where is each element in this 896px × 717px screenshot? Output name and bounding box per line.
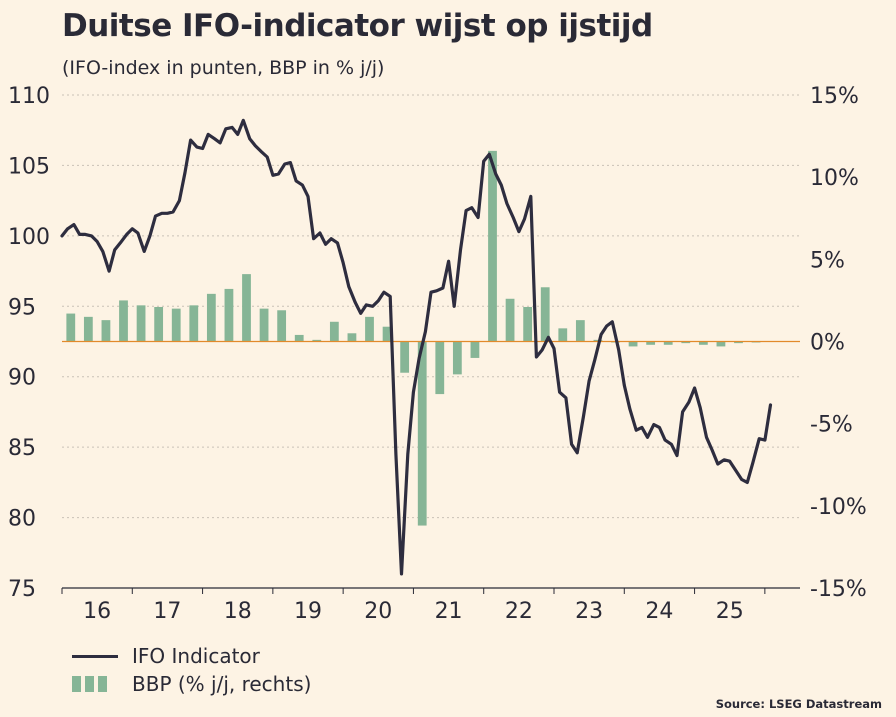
y-right-tick-label: -5%	[810, 413, 853, 438]
gdp-bar	[400, 341, 410, 373]
legend-item-ifo: IFO Indicator	[72, 642, 311, 670]
gdp-bar	[663, 341, 673, 345]
y-left-tick-label: 80	[8, 507, 36, 532]
gdp-bar	[277, 310, 287, 342]
y-left-tick-label: 85	[8, 436, 36, 461]
gdp-bar	[470, 341, 480, 358]
gdp-bar	[189, 305, 199, 342]
page-title: Duitse IFO-indicator wijst op ijstijd	[62, 8, 653, 44]
legend-label-gdp: BBP (% j/j, rechts)	[132, 672, 312, 696]
legend-item-gdp: BBP (% j/j, rechts)	[72, 670, 311, 698]
x-tick-label: 19	[294, 599, 322, 624]
x-tick-label: 21	[435, 599, 463, 624]
gdp-bar	[136, 305, 146, 342]
x-tick-label: 18	[224, 599, 252, 624]
y-left-tick-label: 105	[8, 154, 50, 179]
y-left-tick-label: 110	[8, 84, 50, 109]
legend-label-ifo: IFO Indicator	[132, 644, 260, 668]
y-right-tick-label: 10%	[810, 166, 859, 191]
x-tick-label: 25	[716, 599, 744, 624]
gdp-bar	[119, 300, 128, 342]
x-tick-label: 24	[645, 599, 673, 624]
x-tick-label: 22	[505, 599, 533, 624]
gdp-bar	[452, 341, 462, 375]
legend: IFO Indicator BBP (% j/j, rechts)	[72, 642, 311, 698]
gdp-bar	[646, 341, 656, 345]
gdp-bar	[523, 306, 533, 342]
y-left-tick-label: 100	[8, 225, 50, 250]
gdp-bar	[540, 287, 550, 342]
y-right-tick-label: 15%	[810, 84, 859, 109]
x-tick-label: 17	[153, 599, 181, 624]
legend-line-swatch	[72, 654, 118, 658]
x-tick-label: 20	[364, 599, 392, 624]
gdp-bar	[242, 274, 251, 342]
gdp-bar	[417, 341, 427, 526]
gdp-bar	[435, 341, 445, 395]
ifo-line	[60, 118, 773, 576]
gdp-bar	[66, 313, 76, 342]
gdp-bar	[698, 341, 708, 345]
gdp-bar	[382, 326, 392, 342]
y-axis-left: 110 105 100 95 90 85 80 75	[8, 84, 50, 602]
y-axis-right: 15% 10% 5% 0% -5% -10% -15%	[810, 84, 867, 602]
grid-lines	[62, 94, 800, 519]
source-note: Source: LSEG Datastream	[715, 697, 882, 711]
gdp-bar	[101, 320, 111, 342]
gdp-bar	[347, 333, 357, 342]
gdp-bar	[171, 308, 181, 342]
y-left-tick-label: 75	[8, 577, 36, 602]
gdp-bar	[329, 321, 339, 342]
gdp-bar	[734, 341, 743, 344]
x-axis-ticks: 16 17 18 19 20 21 22 23 24 25	[61, 588, 766, 624]
gdp-bar	[681, 341, 691, 344]
gdp-bar	[83, 316, 93, 342]
gdp-bar	[365, 316, 374, 342]
legend-bar-swatch	[72, 676, 118, 692]
ifo-line-group	[60, 118, 773, 576]
x-tick-label: 23	[575, 599, 603, 624]
y-left-tick-label: 95	[8, 295, 36, 320]
gdp-bar	[206, 293, 216, 342]
gdp-bar	[154, 306, 164, 342]
y-right-tick-label: -10%	[810, 495, 867, 520]
y-right-tick-label: -15%	[810, 577, 867, 602]
gdp-bar	[259, 308, 269, 342]
gdp-bar	[575, 320, 585, 342]
gdp-bar	[224, 288, 234, 342]
y-left-tick-label: 90	[8, 366, 36, 391]
gdp-bar	[488, 150, 497, 342]
gdp-bar	[628, 341, 638, 347]
page-subtitle: (IFO-index in punten, BBP in % j/j)	[62, 57, 385, 79]
gdp-bar	[294, 334, 304, 342]
gdp-bar	[558, 328, 568, 342]
x-tick-label: 16	[83, 599, 111, 624]
gdp-bar	[505, 298, 515, 342]
y-right-tick-label: 5%	[810, 248, 845, 273]
gdp-bars	[66, 150, 761, 526]
gdp-bar	[716, 341, 726, 347]
gdp-bar	[312, 339, 322, 342]
y-right-tick-label: 0%	[810, 331, 845, 356]
